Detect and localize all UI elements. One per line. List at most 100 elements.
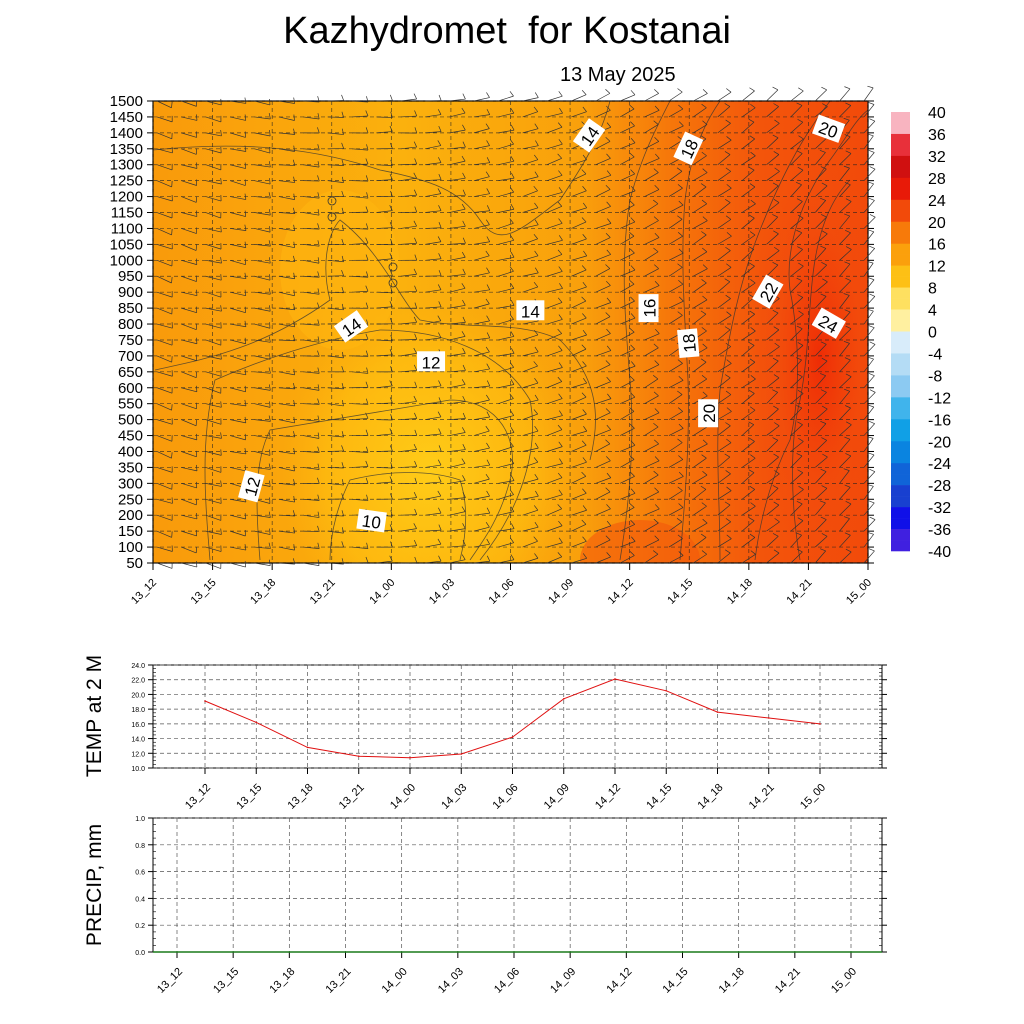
wind-barb [839, 293, 850, 309]
wind-barb [644, 550, 659, 564]
wind-barb [376, 555, 393, 564]
wind-barb [230, 131, 246, 138]
wind-barb [522, 250, 539, 261]
wind-barb [400, 316, 418, 325]
wind-barb [668, 407, 683, 420]
wind-barb [254, 322, 271, 329]
contour-label: 10 [356, 508, 387, 533]
wind-barb [644, 518, 659, 532]
wind-barb [595, 105, 611, 118]
y-tick-label: 0.6 [135, 870, 145, 877]
wind-barb [181, 100, 197, 107]
wind-barb [303, 350, 320, 357]
wind-barb [156, 451, 173, 459]
wind-barb [327, 493, 344, 500]
colorbar-segment [891, 430, 910, 442]
wind-barb [254, 130, 271, 137]
wind-barb [644, 247, 659, 261]
wind-barb [352, 460, 369, 468]
wind-barb [425, 428, 442, 436]
wind-barb [839, 516, 850, 532]
colorbar-segment [891, 320, 910, 332]
wind-barb [449, 347, 466, 357]
wind-barb [741, 469, 755, 484]
wind-barb [595, 487, 611, 500]
wind-barb [181, 561, 198, 568]
temp-axis: 24.0 22.0 20.0 18.0 16.0 14.0 12.0 10.0 13_12 13_… [131, 663, 887, 812]
wind-barb [620, 169, 635, 181]
wind-barb [254, 178, 271, 185]
wind-barb [376, 253, 393, 261]
wind-barb [863, 452, 875, 468]
wind-barb [863, 373, 875, 388]
wind-barb [425, 188, 442, 197]
y-tick-label: 1000 [110, 252, 143, 269]
wind-barb [498, 314, 514, 325]
wind-barb [303, 463, 320, 470]
wind-barb [571, 361, 587, 373]
wind-barb [327, 207, 344, 215]
wind-barb [254, 432, 271, 439]
wind-barb [717, 549, 731, 564]
wind-barb [863, 245, 875, 261]
colorbar-label: 20 [928, 215, 946, 232]
wind-barb [546, 107, 563, 118]
wind-barb [814, 214, 827, 229]
svg-text:16: 16 [641, 299, 660, 318]
wind-barb [644, 439, 659, 452]
wind-barb [449, 251, 466, 261]
wind-barb [303, 302, 320, 309]
wind-barb [303, 398, 320, 405]
wind-barb [815, 278, 828, 293]
colorbar-segment [891, 309, 910, 321]
wind-barb [790, 102, 803, 118]
wind-barb [205, 401, 222, 408]
wind-barb [376, 318, 393, 325]
wind-barb [766, 422, 780, 436]
wind-barb [741, 135, 755, 150]
wind-barb [546, 314, 563, 325]
wind-barb [839, 325, 852, 341]
chart-title: Kazhydromet for Kostanai [283, 10, 731, 52]
wind-barb [278, 128, 296, 135]
wind-barb [620, 455, 635, 468]
wind-barb [839, 198, 852, 213]
wind-barb [230, 114, 247, 121]
wind-barb [693, 485, 707, 500]
wind-barb [790, 548, 803, 564]
wind-barb [400, 93, 417, 102]
x-tick-label: 14_00 [380, 966, 410, 996]
wind-barb [814, 516, 827, 532]
wind-barb [546, 520, 563, 532]
y-tick-label: 550 [118, 396, 143, 413]
wind-barb [741, 437, 755, 452]
x-tick-label: 13_18 [286, 782, 316, 812]
wind-barb [205, 274, 222, 281]
wind-barb [790, 469, 804, 484]
wind-barb [473, 490, 490, 500]
wind-barb [278, 464, 295, 472]
wind-barb [400, 158, 418, 166]
wind-barb [205, 514, 222, 521]
wind-barb [425, 222, 442, 229]
wind-barb [327, 303, 344, 311]
wind-barb [693, 454, 707, 468]
wind-barb [327, 351, 344, 359]
wind-barb [425, 538, 442, 548]
wind-barb [449, 283, 466, 293]
wind-barb [449, 506, 466, 516]
wind-barb [303, 336, 320, 343]
wind-barb [205, 322, 222, 329]
wind-barb [522, 346, 539, 357]
wind-barb [839, 165, 850, 181]
wind-barb [498, 489, 514, 500]
wind-barb [620, 344, 635, 357]
wind-barb [571, 536, 587, 548]
wind-barb [327, 462, 344, 469]
wind-barb [498, 107, 515, 118]
wind-barb [790, 357, 802, 373]
wind-barb [205, 449, 222, 456]
wind-barb [595, 424, 611, 436]
wind-barb [766, 103, 779, 118]
wind-barb [473, 315, 490, 325]
